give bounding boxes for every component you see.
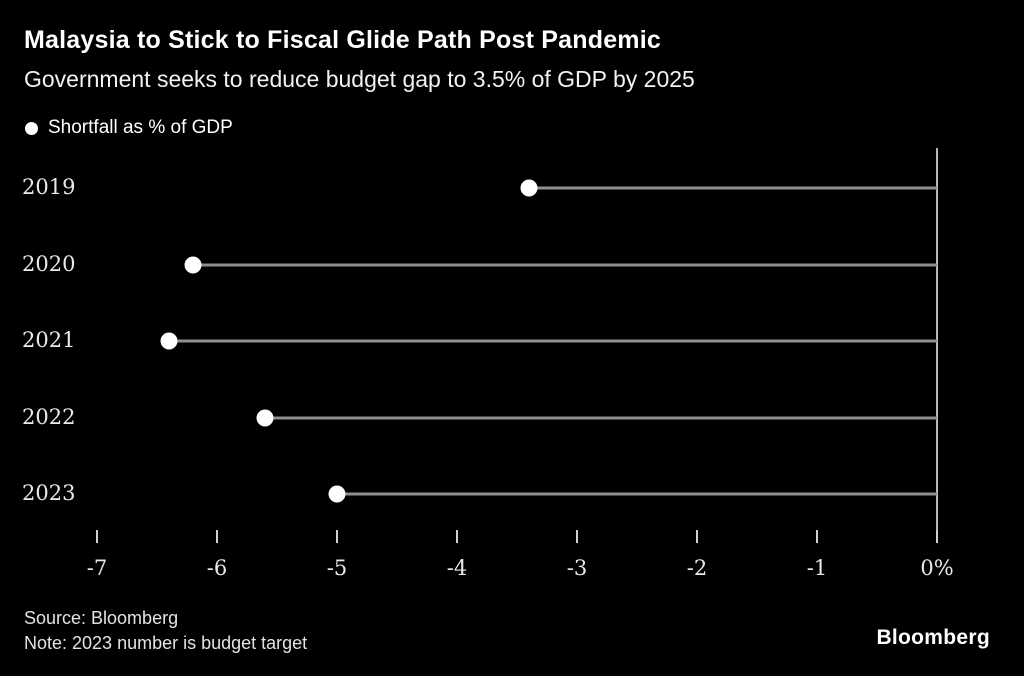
- year-label: 2023: [22, 480, 76, 505]
- data-point: [520, 179, 538, 197]
- legend: Shortfall as % of GDP: [25, 117, 233, 139]
- x-tick-label: -5: [326, 556, 348, 580]
- x-tick: [456, 530, 458, 543]
- chart-title: Malaysia to Stick to Fiscal Glide Path P…: [24, 26, 661, 54]
- chart-subtitle: Government seeks to reduce budget gap to…: [24, 66, 695, 92]
- zero-axis-line: [936, 148, 938, 540]
- legend-dot-icon: [25, 121, 38, 135]
- year-label: 2021: [22, 327, 76, 352]
- lollipop-line: [529, 186, 937, 190]
- data-point: [328, 485, 346, 503]
- x-tick: [696, 530, 698, 543]
- lollipop-line: [169, 339, 937, 343]
- year-label: 2019: [22, 174, 76, 199]
- x-tick-label: -6: [206, 556, 228, 580]
- x-tick: [216, 530, 218, 543]
- x-tick-label: -2: [686, 556, 708, 580]
- x-tick-label: 0%: [920, 556, 954, 580]
- lollipop-line: [337, 492, 937, 496]
- x-tick: [576, 530, 578, 543]
- x-tick: [336, 530, 338, 543]
- data-point: [160, 332, 178, 350]
- x-tick-label: -1: [806, 556, 828, 580]
- bloomberg-logo: Bloomberg: [876, 626, 990, 649]
- source-text: Source: Bloomberg: [24, 608, 179, 628]
- legend-label: Shortfall as % of GDP: [48, 117, 233, 138]
- x-tick: [936, 530, 938, 543]
- data-point: [184, 256, 202, 273]
- data-point: [256, 409, 274, 426]
- x-tick-label: -3: [566, 556, 588, 580]
- x-tick-label: -7: [86, 556, 108, 580]
- lollipop-line: [265, 416, 937, 419]
- x-tick: [96, 530, 98, 543]
- x-tick: [816, 530, 818, 543]
- lollipop-line: [193, 263, 937, 266]
- x-tick-label: -4: [446, 556, 468, 580]
- year-label: 2022: [22, 404, 76, 429]
- note-text: Note: 2023 number is budget target: [24, 633, 308, 653]
- year-label: 2020: [22, 251, 76, 276]
